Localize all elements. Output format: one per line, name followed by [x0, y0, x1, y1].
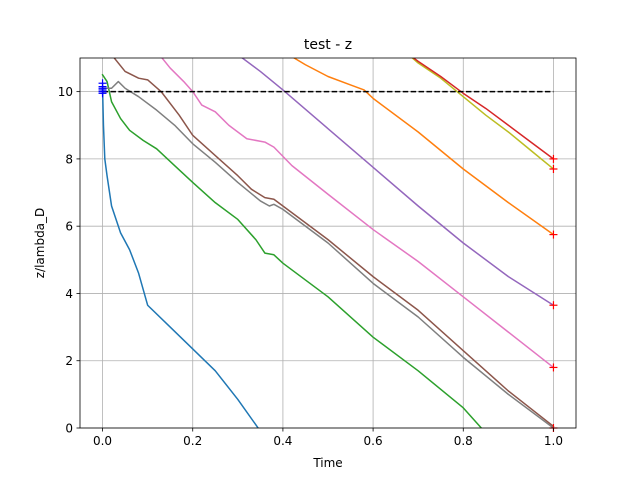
x-tick-label: 1.0 — [544, 434, 563, 448]
end-marker — [549, 230, 558, 239]
series-line-6 — [241, 58, 555, 307]
axis-ticks: 0.0 0.2 0.4 0.6 0.8 1.0 0 2 4 6 8 10 — [58, 85, 563, 448]
x-axis-label: Time — [312, 456, 342, 470]
series-line-1 — [101, 87, 260, 428]
series-line-8 — [411, 58, 555, 171]
y-tick-label: 2 — [65, 354, 73, 368]
x-tick-label: 0.6 — [364, 434, 383, 448]
y-tick-label: 4 — [65, 287, 73, 301]
y-tick-label: 10 — [58, 85, 73, 99]
y-tick-label: 6 — [65, 220, 73, 234]
y-axis-label: z/lambda_D — [33, 208, 47, 279]
x-tick-label: 0.2 — [183, 434, 202, 448]
y-tick-label: 0 — [65, 422, 73, 436]
end-marker — [549, 154, 558, 163]
x-tick-label: 0.4 — [273, 434, 292, 448]
series-line-9 — [412, 58, 555, 160]
series-line-2 — [101, 73, 483, 428]
series-group — [101, 58, 555, 428]
end-marker — [549, 165, 558, 173]
x-tick-label: 0.8 — [454, 434, 473, 448]
series-line-5 — [161, 58, 555, 369]
series-line-4 — [113, 58, 555, 428]
plot-frame — [79, 57, 577, 429]
series-line-7 — [292, 58, 555, 236]
marker-group — [98, 79, 558, 432]
series-line-3 — [101, 80, 555, 428]
y-tick-label: 8 — [65, 152, 73, 166]
end-marker — [549, 363, 558, 372]
end-marker — [549, 301, 558, 310]
chart-title: test - z — [304, 37, 352, 53]
start-marker — [98, 89, 107, 98]
x-tick-label: 0.0 — [93, 434, 112, 448]
